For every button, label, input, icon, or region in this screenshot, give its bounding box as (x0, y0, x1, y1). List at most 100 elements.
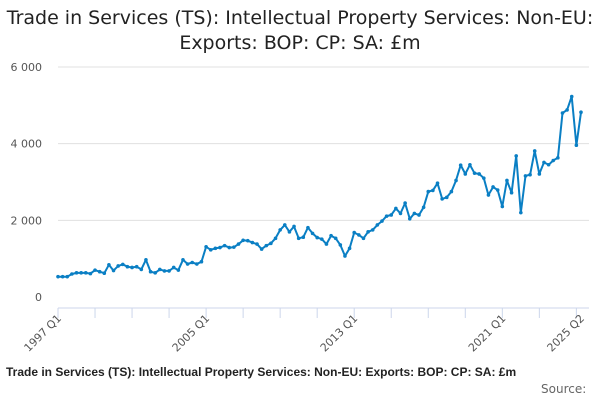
data-point (296, 236, 301, 241)
data-point (232, 245, 236, 249)
x-tick-label: 2021 Q1 (466, 312, 509, 355)
data-point (389, 213, 394, 217)
data-point (199, 259, 204, 264)
data-point (139, 267, 144, 272)
data-point (412, 211, 417, 216)
data-point (204, 244, 208, 249)
data-point (60, 274, 65, 279)
data-point (482, 176, 486, 180)
data-point (560, 111, 565, 115)
data-point (107, 263, 111, 267)
data-point (565, 108, 569, 112)
data-point (134, 264, 139, 269)
data-point (477, 172, 481, 176)
data-point (167, 269, 171, 273)
data-point (171, 265, 176, 270)
chart-title: Trade in Services (TS): Intellectual Pro… (6, 7, 594, 54)
data-point (505, 178, 509, 183)
data-point (333, 236, 338, 241)
data-point (56, 274, 60, 279)
data-point (343, 254, 347, 258)
data-point (324, 242, 329, 246)
data-point (315, 235, 319, 240)
y-tick-label: 6 000 (11, 61, 43, 74)
data-point (357, 233, 361, 237)
data-point (301, 235, 306, 239)
data-point (542, 160, 546, 165)
data-point (384, 214, 389, 218)
data-point (398, 211, 403, 216)
data-point (88, 271, 93, 276)
data-point (431, 188, 435, 193)
data-point (352, 230, 357, 235)
data-point (83, 271, 88, 275)
data-point (338, 243, 343, 247)
x-tick-label: 2025 Q2 (545, 312, 588, 355)
data-point (195, 262, 199, 266)
data-point (421, 205, 426, 210)
data-point (394, 206, 398, 211)
data-point (361, 236, 366, 241)
y-tick-label: 4 000 (11, 138, 43, 151)
data-point (569, 94, 574, 99)
data-point (366, 230, 370, 234)
data-point (111, 268, 116, 273)
data-point (472, 171, 477, 175)
data-point (181, 258, 185, 262)
data-point (222, 243, 227, 248)
data-point (236, 242, 241, 246)
data-point (380, 219, 384, 223)
data-point (435, 181, 440, 185)
data-points (56, 94, 583, 279)
data-point (556, 156, 560, 160)
data-point (213, 246, 218, 251)
series-line (58, 95, 582, 278)
data-point (546, 162, 551, 167)
data-point (375, 223, 380, 227)
data-point (329, 233, 333, 238)
data-point (306, 225, 310, 230)
data-point (241, 238, 245, 243)
data-point (407, 217, 412, 221)
data-point (500, 204, 505, 209)
x-tick-label: 1997 Q1 (22, 312, 65, 355)
data-point (537, 172, 542, 176)
data-point (185, 262, 190, 266)
y-tick-label: 0 (35, 291, 42, 304)
data-point (523, 174, 528, 178)
data-point (158, 267, 162, 272)
data-point (162, 269, 167, 273)
data-point (347, 246, 352, 251)
data-point (486, 193, 491, 197)
data-point (417, 213, 421, 217)
data-point (551, 158, 556, 163)
data-point (218, 245, 222, 250)
data-point (403, 201, 407, 205)
data-point (102, 271, 107, 276)
data-point (74, 271, 79, 275)
data-point (153, 271, 157, 275)
source-label: Source: (541, 382, 587, 396)
x-tick-label: 2005 Q1 (170, 312, 213, 355)
data-point (519, 210, 523, 215)
x-axis: 1997 Q1 2005 Q1 2013 Q1 2021 Q1 2025 Q2 (22, 307, 589, 355)
data-point (70, 272, 74, 276)
data-point (292, 224, 296, 229)
data-point (495, 188, 500, 192)
data-point (579, 110, 583, 115)
y-tick-label: 2 000 (11, 214, 43, 227)
data-point (532, 149, 537, 153)
data-point (449, 189, 454, 194)
data-point (273, 236, 278, 241)
data-point (426, 189, 431, 194)
y-axis-ticks: 0 2 000 4 000 6 000 (11, 61, 43, 304)
data-point (310, 231, 315, 236)
data-point (97, 269, 102, 274)
data-point (491, 185, 495, 189)
data-point (282, 223, 287, 227)
data-point (130, 265, 134, 270)
data-point (255, 242, 259, 246)
data-point (528, 172, 532, 177)
data-point (148, 269, 153, 274)
